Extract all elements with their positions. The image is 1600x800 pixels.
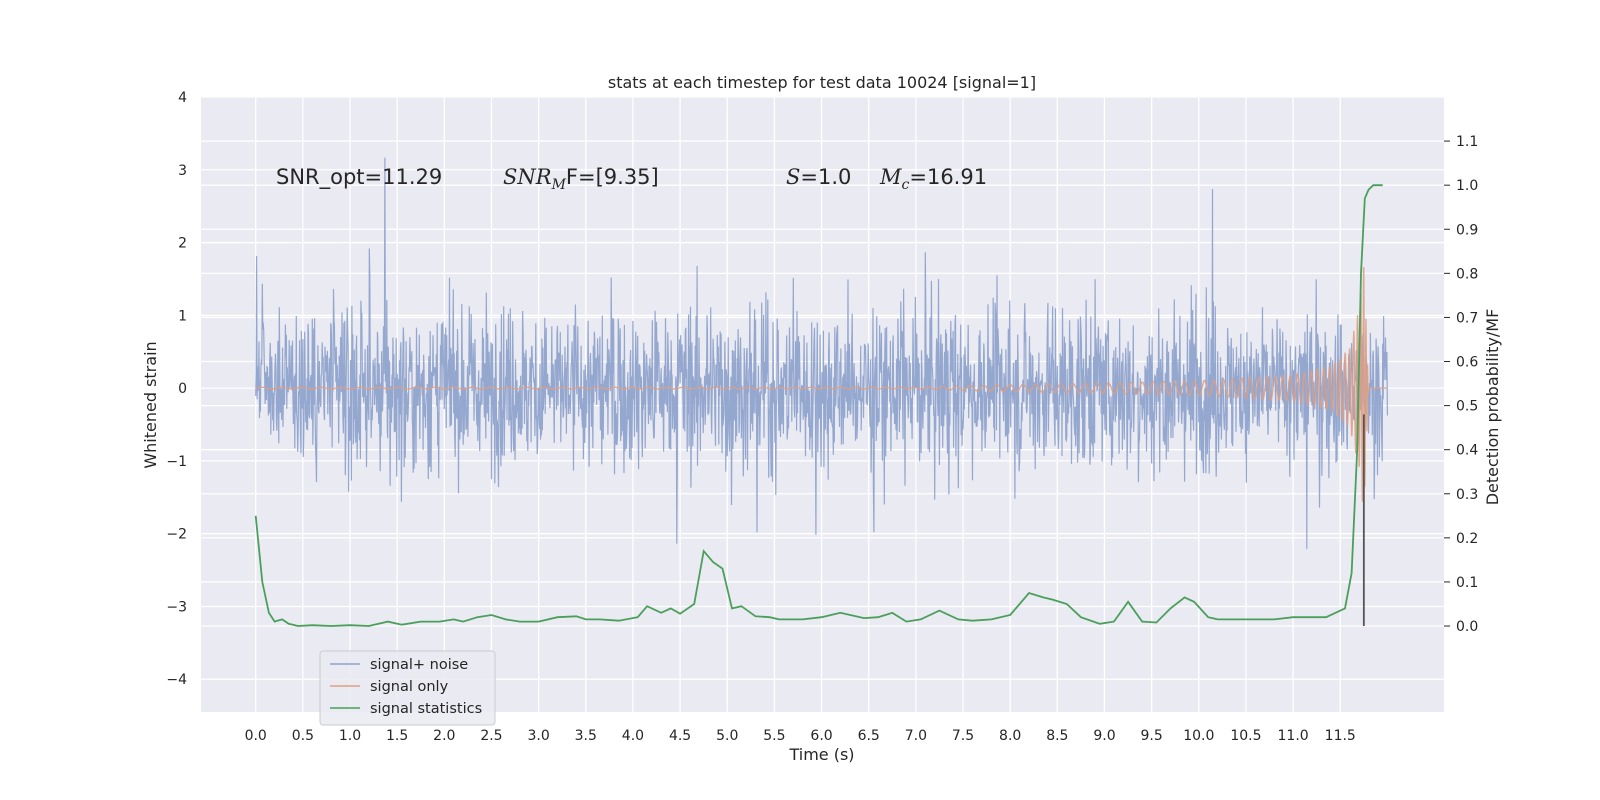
y-right-tick-label: 0.3 xyxy=(1456,487,1478,503)
x-tick-label: 2.5 xyxy=(480,728,502,744)
series-signal-only xyxy=(255,267,1388,502)
annotation-snr-mf-rest: F=[9.35] xyxy=(566,165,659,189)
annotation-s-symbol: S xyxy=(786,165,800,189)
x-tick-label: 3.0 xyxy=(527,728,549,744)
y-right-tick-label: 0.5 xyxy=(1456,399,1478,415)
y-right-tick-label: 0.9 xyxy=(1456,222,1478,238)
y-right-tick-label: 0.8 xyxy=(1456,266,1478,282)
annotation-mc: Mc=16.91 xyxy=(879,165,987,193)
y-right-tick-label: 0.2 xyxy=(1456,531,1478,547)
x-axis-label: Time (s) xyxy=(788,745,854,764)
annotation-mc-value: =16.91 xyxy=(909,165,987,189)
grid-lines xyxy=(201,96,1444,712)
signal-noise-trace xyxy=(255,157,1388,549)
x-tick-label: 9.5 xyxy=(1141,728,1163,744)
x-tick-label: 2.0 xyxy=(433,728,455,744)
y-axis-label: Whitened strain xyxy=(141,341,160,468)
y-right-tick-label: 0.1 xyxy=(1456,575,1478,591)
chart-title: stats at each timestep for test data 100… xyxy=(608,73,1036,92)
x-tick-label: 9.0 xyxy=(1093,728,1115,744)
y-right-tick-label: 1.1 xyxy=(1456,134,1478,150)
x-tick-label: 0.5 xyxy=(292,728,314,744)
y-tick-label: −3 xyxy=(166,599,187,615)
x-tick-label: 1.5 xyxy=(386,728,408,744)
y-tick-label: 3 xyxy=(178,163,187,179)
x-tick-label: 1.0 xyxy=(339,728,361,744)
y-tick-label: 2 xyxy=(178,236,187,252)
annotation-mc-symbol: M xyxy=(879,165,902,189)
signal-only-trace xyxy=(255,267,1388,502)
legend: signal+ noise signal only signal statist… xyxy=(319,650,496,726)
y-right-tick-label: 0.4 xyxy=(1456,443,1478,459)
series-signal-statistics xyxy=(254,184,1383,627)
annotation-snr-mf-sub: M xyxy=(551,177,567,193)
legend-label-signal-statistics: signal statistics xyxy=(370,701,482,717)
y-tick-label: 4 xyxy=(178,90,187,106)
x-tick-label: 4.0 xyxy=(622,728,644,744)
legend-label-signal-only: signal only xyxy=(370,679,449,695)
y-tick-label: −1 xyxy=(166,454,187,470)
x-tick-label: 6.0 xyxy=(810,728,832,744)
x-tick-label: 5.0 xyxy=(716,728,738,744)
x-tick-label: 5.5 xyxy=(763,728,785,744)
annotation-s-value: =1.0 xyxy=(800,165,851,189)
x-tick-label: 11.5 xyxy=(1325,728,1356,744)
x-tick-label: 7.0 xyxy=(905,728,927,744)
y-right-tick-label: 0.0 xyxy=(1456,619,1478,635)
x-tick-label: 6.5 xyxy=(858,728,880,744)
y-tick-label: −2 xyxy=(166,527,187,543)
x-tick-label: 3.5 xyxy=(575,728,597,744)
y-axis-right-label: Detection probability/MF xyxy=(1483,309,1502,506)
legend-box xyxy=(319,650,496,726)
x-tick-label: 0.0 xyxy=(245,728,267,744)
x-tick-label: 10.5 xyxy=(1230,728,1261,744)
signal-statistics-line xyxy=(254,184,1383,627)
annotation-snr-opt: SNR_opt=11.29 xyxy=(276,165,442,190)
x-tick-label: 10.0 xyxy=(1183,728,1214,744)
annotation-s: S=1.0 xyxy=(786,165,851,189)
x-tick-label: 11.0 xyxy=(1278,728,1309,744)
x-tick-label: 8.5 xyxy=(1046,728,1068,744)
legend-label-signal-noise: signal+ noise xyxy=(370,657,468,673)
x-tick-label: 8.0 xyxy=(999,728,1021,744)
y-tick-label: −4 xyxy=(166,672,187,688)
y-tick-label: 1 xyxy=(178,308,187,324)
y-right-tick-label: 0.6 xyxy=(1456,355,1478,371)
series-signal-noise xyxy=(255,157,1388,549)
annotation-mc-sub: c xyxy=(902,177,910,193)
axis-ticks: 0.0 0.5 1.0 1.5 2.0 2.5 3.0 3.5 4.0 4.5 5.0 5.5 6.0 6… xyxy=(166,90,1478,744)
y-right-tick-label: 0.7 xyxy=(1456,310,1478,326)
x-tick-label: 7.5 xyxy=(952,728,974,744)
annotation-snr-mf-main: SNR xyxy=(503,165,552,189)
y-tick-label: 0 xyxy=(178,381,187,397)
y-right-tick-label: 1.0 xyxy=(1456,178,1478,194)
annotation-snr-mf: SNRMF=[9.35] xyxy=(503,165,659,193)
x-tick-label: 4.5 xyxy=(669,728,691,744)
